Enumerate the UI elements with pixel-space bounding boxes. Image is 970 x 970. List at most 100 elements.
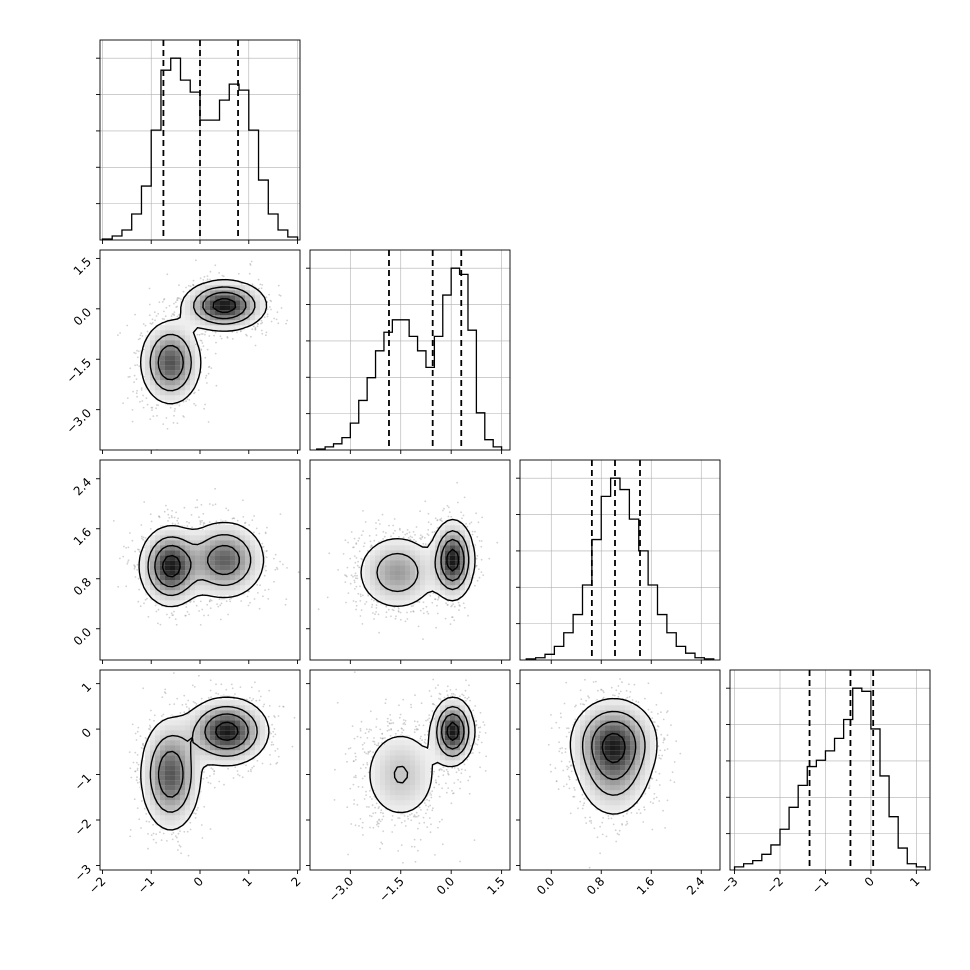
density-cell — [230, 280, 236, 286]
density-cell — [175, 330, 181, 336]
density-cell — [180, 320, 186, 326]
density-cell — [220, 325, 226, 331]
density-cell — [180, 380, 186, 386]
density-cell — [140, 355, 146, 361]
density-cell — [240, 530, 246, 536]
scatter-panel-1-2 — [306, 459, 511, 664]
density-cell — [180, 315, 186, 321]
density-cell — [195, 285, 201, 291]
density-cell — [165, 335, 171, 341]
sample-point — [206, 275, 209, 277]
density-cell — [230, 585, 236, 591]
sample-point — [222, 275, 225, 278]
density-cell — [230, 290, 236, 296]
density-cell — [220, 320, 226, 326]
density-cell — [195, 305, 201, 311]
density-cell — [195, 285, 201, 291]
density-cell — [240, 560, 246, 566]
sample-point — [381, 513, 384, 516]
density-cell — [200, 560, 206, 566]
density-cell — [180, 560, 186, 566]
density-cell — [145, 380, 151, 386]
sample-point — [183, 416, 185, 418]
sample-point — [173, 314, 176, 317]
sample-point — [206, 278, 209, 281]
density-cell — [190, 385, 196, 391]
sample-point — [127, 376, 130, 378]
sample-point — [198, 333, 201, 336]
sample-point — [257, 278, 260, 281]
density-cell — [250, 540, 256, 546]
sample-point — [373, 599, 375, 602]
density-cell — [160, 595, 166, 601]
density-cell — [140, 370, 146, 376]
density-cell — [225, 590, 231, 596]
sample-point — [266, 315, 269, 318]
sample-point — [239, 330, 242, 332]
density-cell — [175, 530, 181, 536]
density-cell — [150, 350, 156, 356]
sample-point — [448, 511, 451, 514]
density-cell — [150, 360, 156, 366]
y-tick-label: 0.8 — [71, 575, 94, 598]
density-cell — [180, 340, 186, 346]
sample-point — [267, 588, 270, 591]
density-cell — [190, 385, 196, 391]
sample-point — [478, 540, 481, 542]
sample-point — [202, 279, 205, 281]
sample-point — [258, 532, 261, 535]
density-cell — [165, 375, 171, 381]
sample-point — [369, 546, 372, 549]
sample-point — [214, 487, 217, 490]
density-cell — [150, 385, 156, 391]
density-cell — [235, 280, 241, 286]
sample-point — [264, 531, 267, 534]
sample-point — [349, 582, 352, 585]
sample-point — [265, 556, 268, 559]
sample-point — [355, 600, 357, 603]
histogram-panel-3: −3 −2 −1 0 1 — [718, 669, 931, 897]
sample-point — [225, 600, 228, 602]
sample-point — [444, 617, 447, 620]
sample-point — [422, 612, 425, 615]
sample-point — [242, 499, 244, 502]
density-cell — [205, 315, 211, 321]
sample-point — [155, 404, 158, 406]
sample-point — [207, 421, 210, 423]
density-cell — [190, 305, 196, 311]
density-cell — [165, 370, 171, 376]
density-cell — [185, 385, 191, 391]
density-cell — [155, 595, 161, 601]
sample-point — [208, 335, 211, 337]
sample-point — [166, 613, 168, 616]
sample-point — [151, 406, 154, 409]
density-cell — [215, 320, 221, 326]
sample-point — [285, 322, 287, 325]
density-cell — [245, 310, 251, 316]
x-tick-label: −2 — [764, 874, 786, 896]
density-cell — [165, 350, 171, 356]
density-cell — [240, 535, 246, 541]
sample-point — [450, 515, 453, 518]
sample-point — [137, 338, 140, 341]
density-cell — [170, 380, 176, 386]
density-cell — [175, 540, 181, 546]
sample-point — [382, 538, 384, 540]
sample-point — [201, 519, 203, 522]
density-cell — [160, 350, 166, 356]
density-cell — [245, 290, 251, 296]
density-cell — [145, 370, 151, 376]
density-cell — [220, 320, 226, 326]
density-cell — [195, 555, 201, 561]
sample-point — [250, 260, 253, 263]
sample-point — [163, 298, 165, 301]
sample-point — [122, 402, 124, 404]
sample-point — [477, 521, 480, 524]
sample-point — [140, 389, 143, 391]
density-cell — [180, 530, 186, 536]
density-cell — [160, 355, 166, 361]
density-cell — [210, 590, 216, 596]
density-cell — [255, 565, 261, 571]
sample-point — [117, 585, 120, 588]
density-cell — [165, 390, 171, 396]
